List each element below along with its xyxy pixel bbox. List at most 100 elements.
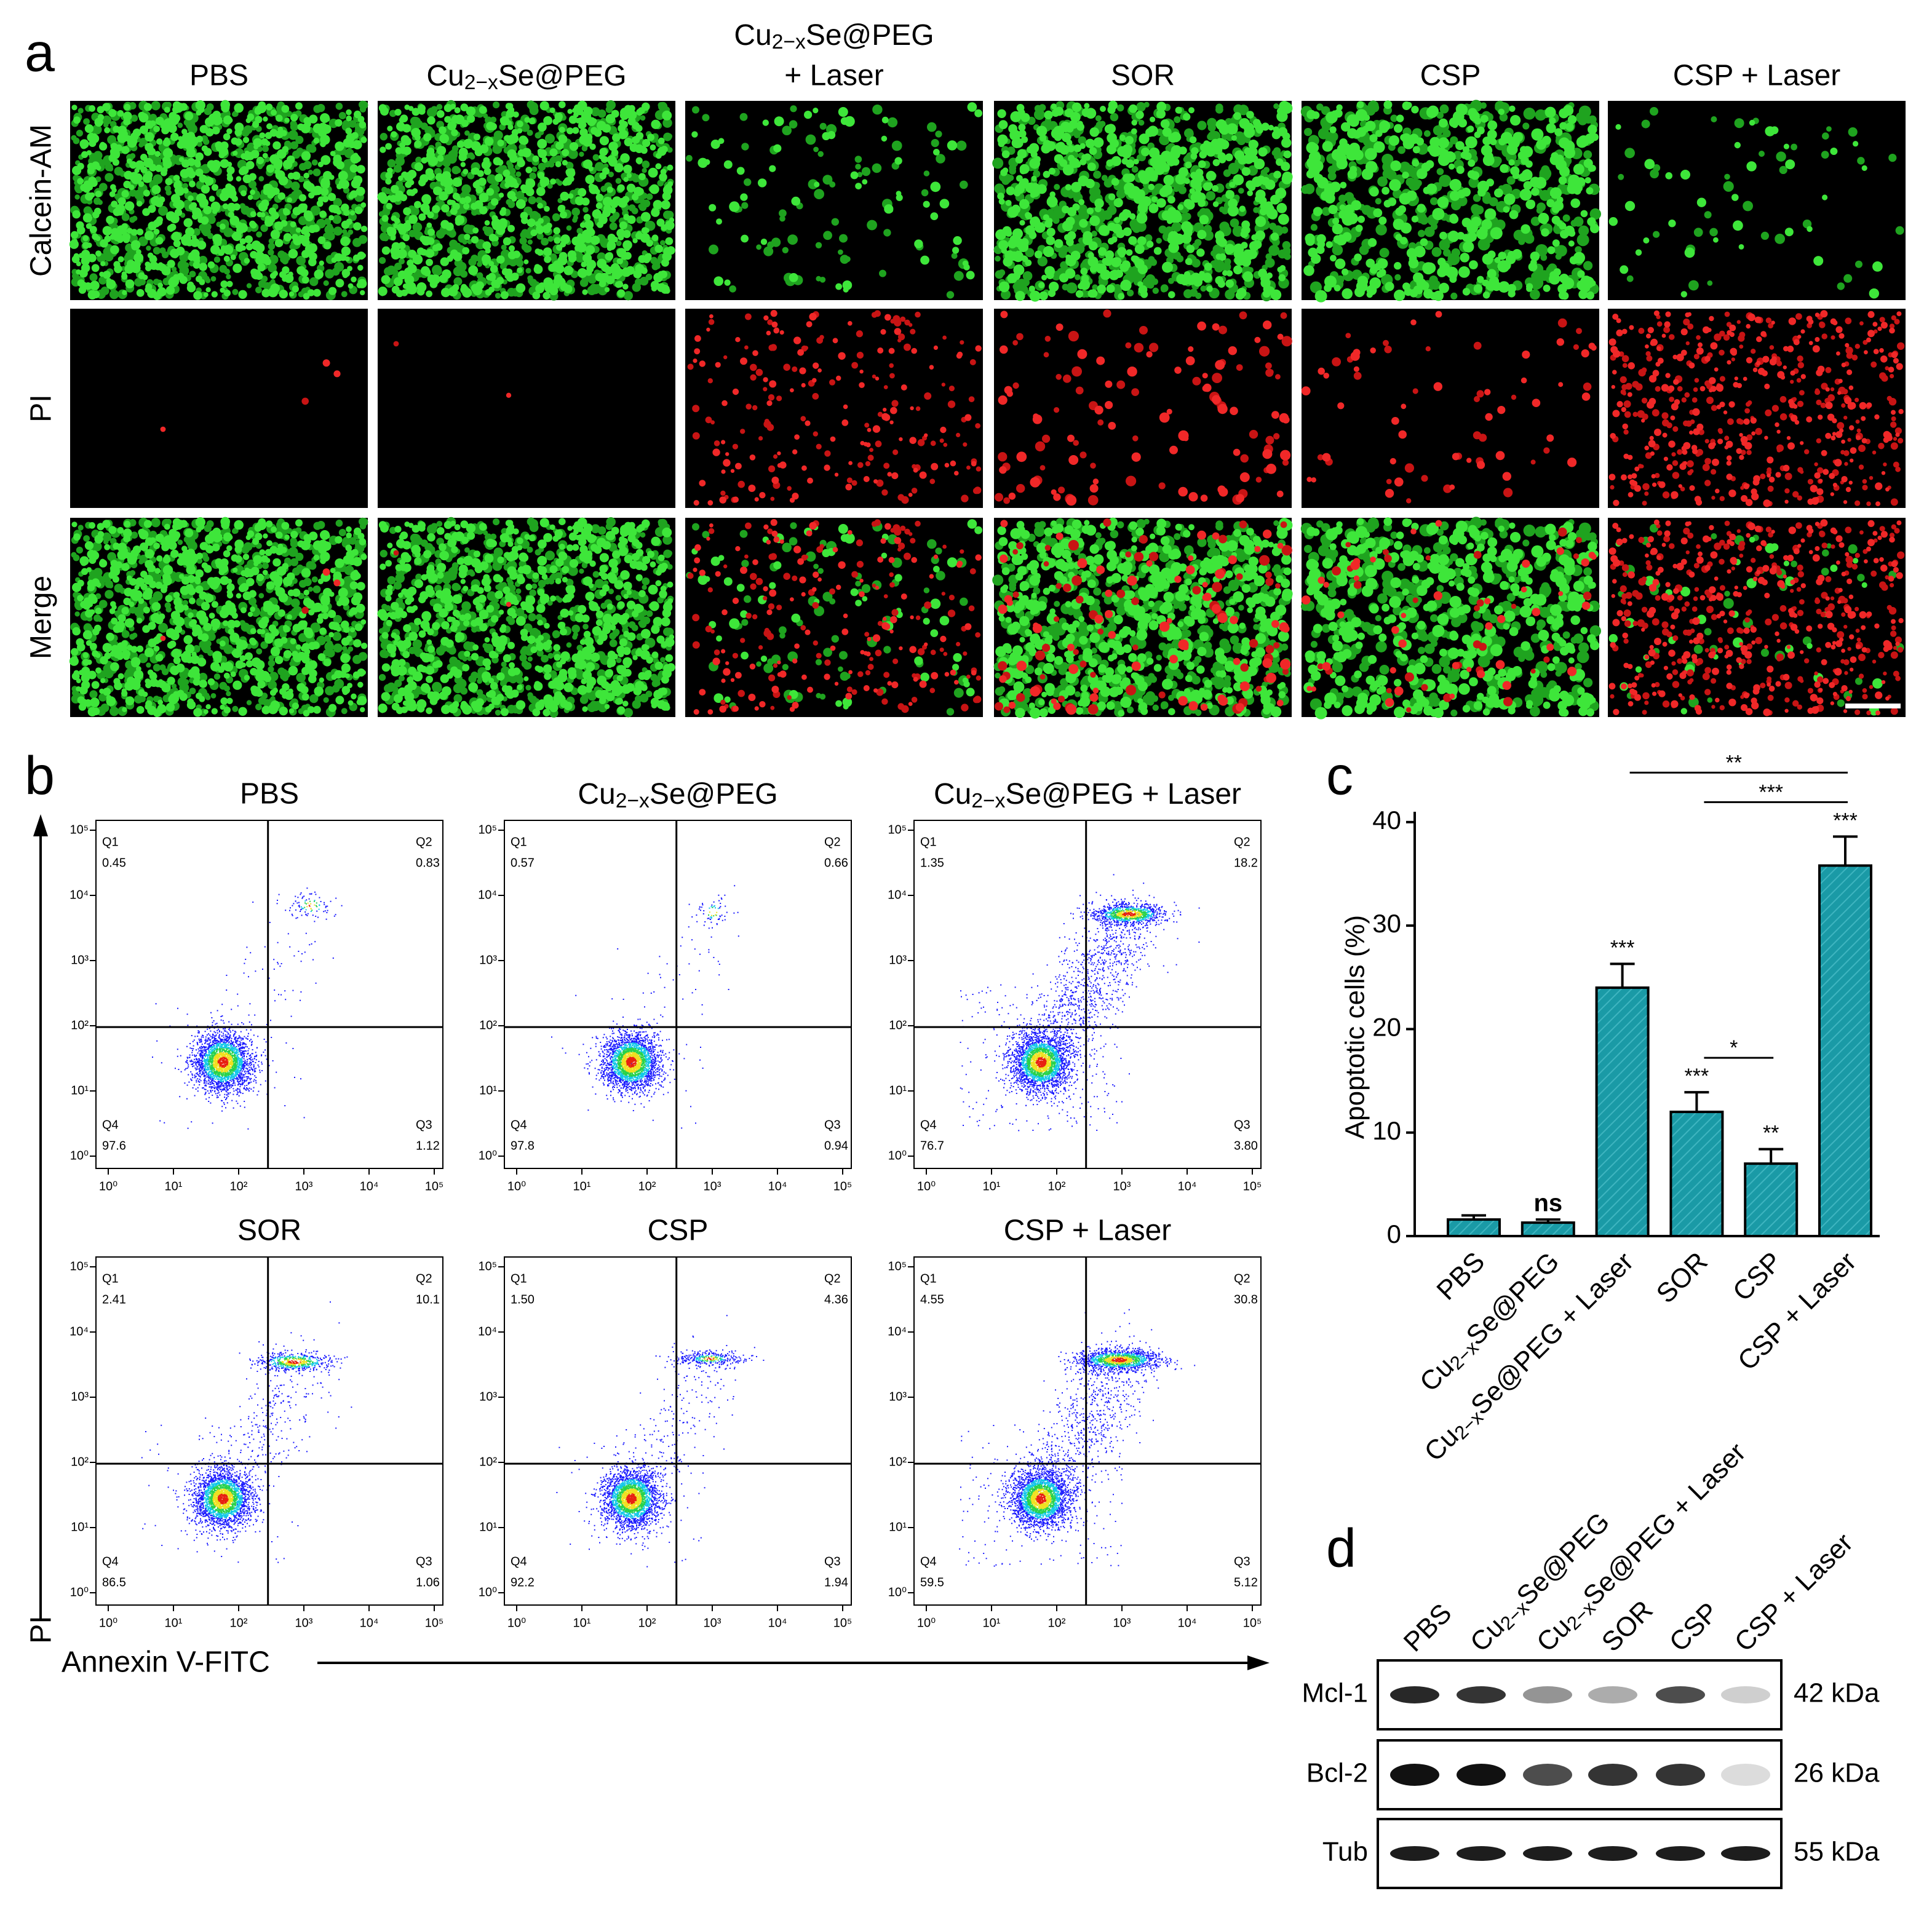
y-tick-label: 10³ [71,1390,89,1403]
x-tick-label: 10⁵ [833,1616,853,1630]
panel-label: a [25,22,55,82]
plot-title: CSP [648,1215,709,1247]
y-tick-label: 10³ [479,1390,497,1403]
x-tick-label: 10⁰ [507,1616,526,1630]
cell-dots [69,517,368,717]
quadrant-name: Q2 [1234,1272,1250,1285]
column-header: SOR [1111,60,1175,92]
quadrant-name: Q4 [920,1118,937,1132]
row-label: PI [25,394,58,422]
x-tick-label: CSP [1727,1247,1788,1307]
cell-dots [995,309,1292,506]
column-header: Cu2−xSe@PEG [426,60,626,94]
protein-band [1588,1686,1637,1703]
plot-frame [95,820,443,1169]
x-tick-label: 10³ [1113,1616,1131,1630]
cell-dots [995,517,1293,719]
x-tick-label: SOR [1651,1247,1714,1309]
comparison-label: *** [1759,780,1783,804]
quadrant-value: 0.83 [416,856,440,870]
y-tick-label: 10⁵ [888,823,907,836]
y-tick-label: 10² [479,1018,497,1032]
protein-band [1656,1846,1705,1861]
plot-frame [913,820,1262,1169]
y-tick-label: 10⁴ [888,1325,907,1338]
quadrant-value: 1.35 [920,856,944,870]
quadrant-name: Q4 [920,1555,937,1568]
cell-dots [1610,520,1905,716]
x-axis-label: Annexin V-FITC [62,1646,270,1679]
y-tick-label: 10⁵ [478,823,497,836]
arrow-head [1247,1655,1270,1670]
x-tick-label: 10⁴ [360,1180,379,1193]
quadrant-value: 1.12 [416,1139,440,1152]
quadrant-name: Q1 [920,835,937,849]
x-tick-label: 10³ [1113,1180,1131,1193]
row-label: Merge [25,576,58,659]
y-tick-label: 10⁵ [70,823,89,836]
x-tick-label: 10² [230,1616,248,1630]
cell-dots [995,100,1293,302]
lane-label: PBS [1398,1598,1458,1657]
y-tick-label: 10³ [889,1390,907,1403]
quadrant-name: Q4 [511,1118,527,1132]
y-tick-label: 10¹ [479,1520,497,1534]
significance: *** [1833,809,1858,832]
quadrant-name: Q3 [416,1118,432,1132]
protein-band [1390,1686,1439,1703]
quadrant-value: 5.12 [1234,1576,1258,1589]
y-tick-label: 10⁵ [888,1259,907,1273]
flow-events [556,1315,765,1568]
micrograph [1302,309,1599,508]
plot-title: Cu2−xSe@PEG + Laser [934,778,1241,812]
quadrant-name: Q1 [920,1272,937,1285]
panel-label: c [1326,745,1353,806]
x-tick-label: 10⁵ [1243,1180,1262,1193]
quadrant-name: Q4 [102,1555,119,1568]
x-tick-label: 10⁰ [507,1180,526,1193]
x-tick-label: 10³ [295,1180,313,1193]
y-tick-label: 10¹ [71,1520,89,1534]
row-label: Calcein-AM [25,124,58,277]
column-header: PBS [189,60,248,92]
cell-dots [1608,519,1904,716]
protein-band [1390,1764,1439,1786]
y-tick-label: 30 [1372,909,1401,938]
quadrant-value: 30.8 [1234,1293,1258,1306]
y-axis-label: PI [25,1616,58,1643]
x-tick-label: 10³ [704,1616,722,1630]
quadrant-name: Q3 [416,1555,432,1568]
cell-dots [506,392,512,398]
y-tick-label: 10⁰ [479,1585,497,1599]
y-axis-label: Apoptotic cells (%) [1340,915,1370,1139]
x-tick-label: 10³ [704,1180,722,1193]
quadrant-name: Q2 [416,835,432,849]
cell-dots [1303,100,1600,303]
x-tick-label: 10⁵ [425,1180,444,1193]
row-label: Bcl-2 [1306,1758,1368,1788]
flow-events [959,1309,1196,1567]
molecular-weight: 55 kDa [1794,1837,1880,1867]
cell-dots [995,518,1292,715]
x-tick-label: 10¹ [165,1616,183,1630]
cell-dots [69,100,368,301]
y-tick-label: 10 [1372,1116,1401,1145]
plot-title: CSP + Laser [1004,1215,1172,1247]
flow-events [152,887,343,1130]
quadrant-name: Q1 [102,835,119,849]
y-tick-label: 10² [889,1018,907,1032]
arrow-head [33,814,48,836]
molecular-weight: 26 kDa [1794,1758,1880,1788]
quadrant-value: 2.41 [102,1293,126,1306]
quadrant-name: Q3 [1234,1555,1250,1568]
x-tick-label: 10² [230,1180,248,1193]
x-tick-label: 10⁰ [99,1180,117,1193]
quadrant-name: Q2 [416,1272,432,1285]
x-tick-label: PBS [1431,1247,1490,1306]
quadrant-value: 1.94 [824,1576,848,1589]
cell-dots [1610,311,1905,507]
flow-events [213,902,316,1073]
cell-dots [506,601,512,608]
cell-dots [687,310,982,504]
y-tick-label: 10⁰ [70,1149,89,1162]
